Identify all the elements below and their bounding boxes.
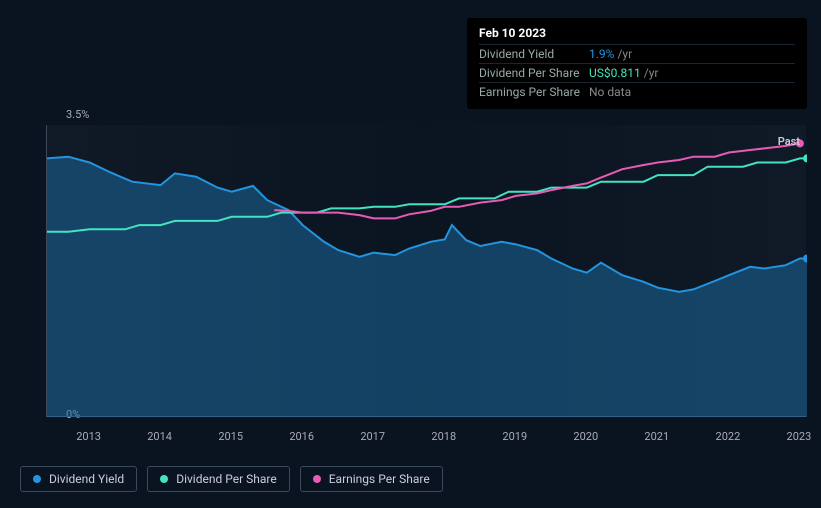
dividend-yield-area: [47, 157, 807, 417]
x-tick: 2015: [218, 430, 243, 443]
x-tick: 2021: [644, 430, 669, 443]
tooltip-value: No data: [589, 85, 631, 99]
plot-area: Past: [46, 125, 806, 417]
tooltip-value: US$0.811: [589, 66, 641, 80]
tooltip-unit: /yr: [644, 66, 659, 80]
x-tick: 2020: [573, 430, 598, 443]
x-tick: 2013: [76, 430, 101, 443]
x-tick: 2018: [431, 430, 456, 443]
x-tick: 2014: [147, 430, 172, 443]
legend-item[interactable]: Dividend Per Share: [147, 466, 290, 492]
tooltip-row: Dividend Yield1.9%/yr: [479, 44, 795, 63]
x-tick: 2023: [787, 430, 812, 443]
x-tick: 2017: [360, 430, 385, 443]
legend-dot: [160, 475, 168, 483]
tooltip-label: Dividend Per Share: [479, 66, 589, 80]
tooltip-row: Dividend Per ShareUS$0.811/yr: [479, 63, 795, 82]
earnings-per-share-line: [274, 143, 800, 218]
legend-label: Dividend Per Share: [176, 472, 277, 486]
x-tick: 2022: [716, 430, 741, 443]
legend-dot: [313, 475, 321, 483]
legend: Dividend Yield Dividend Per Share Earnings…: [20, 466, 443, 492]
chart-tooltip: Feb 10 2023 Dividend Yield1.9%/yrDividen…: [467, 18, 807, 109]
tooltip-label: Earnings Per Share: [479, 85, 589, 99]
x-tick: 2016: [289, 430, 314, 443]
tooltip-value: 1.9%: [589, 47, 614, 61]
legend-item[interactable]: Dividend Yield: [20, 466, 137, 492]
dividend-per-share-line-end-dot: [803, 154, 807, 162]
x-axis: 2013 2014 2015 2016 2017 2018 2019 2020 2021 2022…: [46, 430, 806, 446]
tooltip-label: Dividend Yield: [479, 47, 589, 61]
chart-svg: [47, 125, 807, 417]
past-label: Past: [778, 135, 800, 148]
legend-dot: [33, 475, 41, 483]
x-tick: 2019: [502, 430, 527, 443]
legend-label: Earnings Per Share: [329, 472, 430, 486]
tooltip-unit: /yr: [617, 47, 632, 61]
y-axis-max: 3.5%: [66, 108, 89, 121]
tooltip-row: Earnings Per ShareNo data: [479, 82, 795, 101]
tooltip-date: Feb 10 2023: [479, 26, 795, 40]
chart: 3.5% 0% Past: [46, 110, 806, 428]
legend-item[interactable]: Earnings Per Share: [300, 466, 443, 492]
legend-label: Dividend Yield: [49, 472, 124, 486]
